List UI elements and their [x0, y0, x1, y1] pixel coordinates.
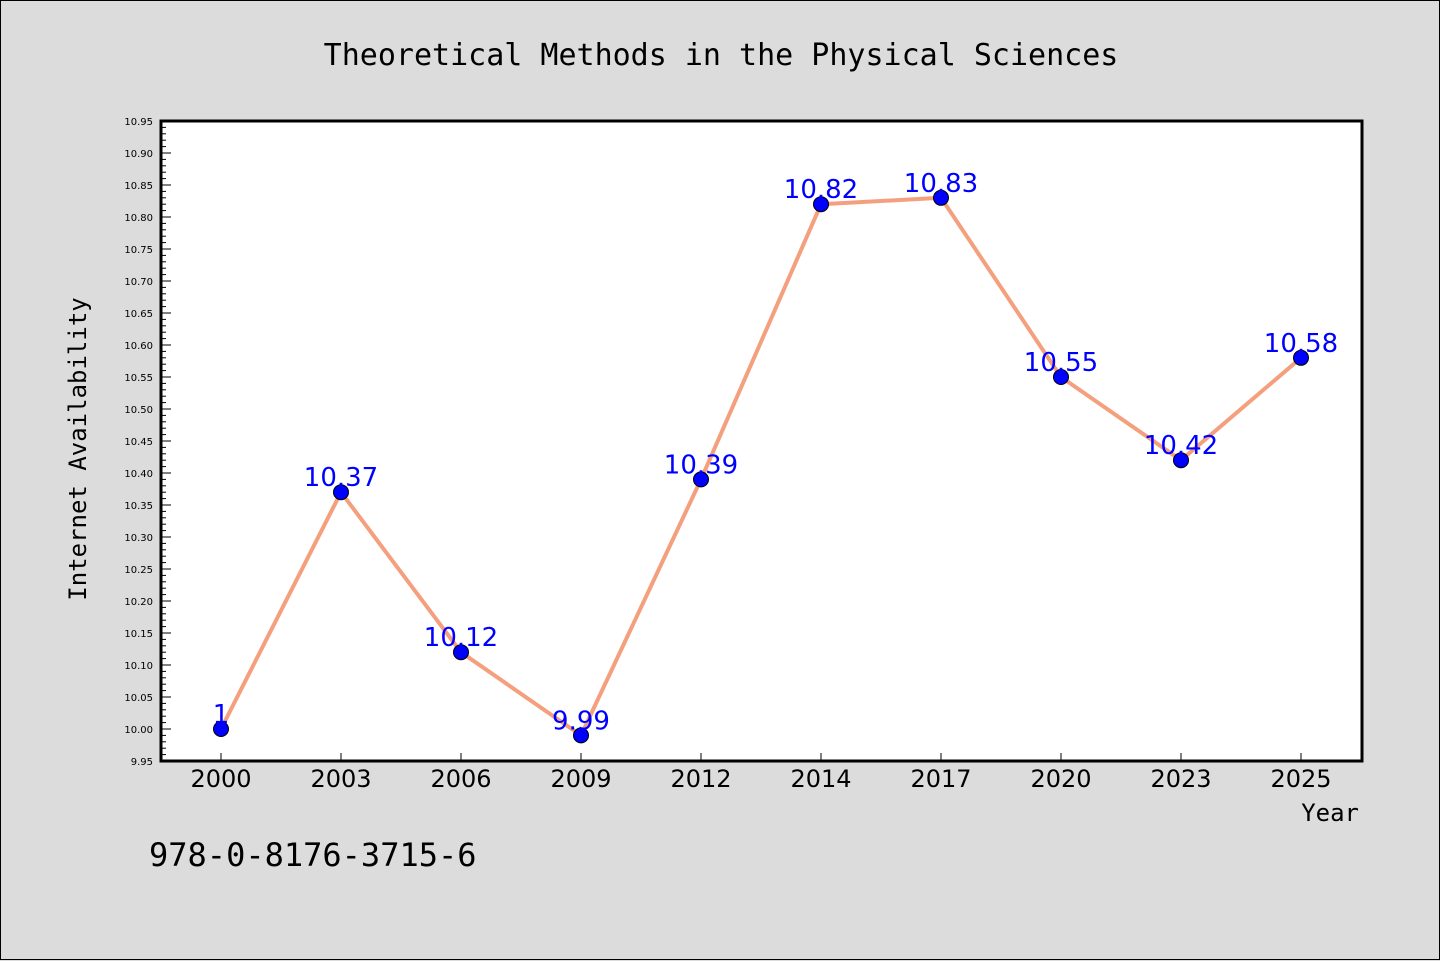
data-point	[453, 644, 469, 661]
data-point	[1293, 349, 1309, 366]
x-tick-label: 2020	[1030, 765, 1091, 793]
data-label: 1	[213, 700, 230, 730]
x-tick-label: 2017	[910, 765, 971, 793]
y-tick-label: 10.30	[124, 533, 153, 544]
data-label: 10.55	[1024, 348, 1098, 378]
y-tick-label: 10.55	[124, 373, 153, 384]
data-label: 10.42	[1144, 431, 1218, 461]
y-tick-label: 10.35	[124, 501, 153, 512]
data-label: 10.12	[424, 623, 498, 653]
data-point	[933, 189, 949, 206]
data-label: 9.99	[552, 706, 610, 736]
data-point	[573, 727, 589, 744]
series-line	[219, 195, 1303, 738]
x-axis: 2000 2003 2006 2009 2012 2014 2017 2020 2023 2025	[190, 753, 1332, 793]
x-axis-label: Year	[1301, 799, 1359, 827]
data-point	[1053, 369, 1069, 385]
x-tick-label: 2006	[430, 765, 491, 793]
y-tick-label: 10.50	[124, 405, 153, 416]
y-tick-label: 10.75	[124, 245, 153, 256]
x-tick-label: 2009	[550, 765, 611, 793]
plot-area	[159, 119, 1364, 763]
y-tick-label: 10.45	[124, 437, 153, 448]
y-tick-label: 10.25	[124, 565, 153, 576]
y-tick-label: 10.40	[124, 469, 153, 480]
data-label: 10.83	[904, 169, 978, 199]
data-point	[1173, 452, 1189, 469]
data-label: 10.82	[784, 175, 858, 205]
data-label: 10.58	[1264, 329, 1338, 359]
x-tick-label: 2025	[1270, 765, 1331, 793]
data-point	[213, 721, 229, 737]
x-tick-label: 2014	[790, 765, 851, 793]
y-tick-label: 10.60	[124, 341, 153, 352]
y-tick-label: 10.65	[124, 309, 153, 320]
y-tick-label: 10.05	[124, 693, 153, 704]
x-tick-label: 2012	[670, 765, 731, 793]
y-tick-label: 10.10	[124, 661, 153, 672]
y-tick-label: 10.90	[124, 149, 153, 160]
data-point	[333, 484, 349, 501]
x-tick-label: 2023	[1150, 765, 1211, 793]
data-point	[813, 196, 829, 213]
data-label: 10.37	[304, 463, 378, 493]
chart-title: Theoretical Methods in the Physical Scie…	[324, 38, 1119, 73]
y-tick-label: 10.70	[124, 277, 153, 288]
y-tick-label: 10.15	[124, 629, 153, 640]
isbn-annotation: 978-0-8176-3715-6	[149, 836, 477, 874]
series-group: 1 10.37 10.12 9.99 10.39 10.82 10.83 10.55 10.42…	[213, 169, 1338, 744]
x-tick-label: 2003	[310, 765, 371, 793]
y-tick-label: 9.95	[131, 757, 153, 768]
y-tick-label: 10.80	[124, 213, 153, 224]
y-tick-label: 10.00	[124, 725, 153, 736]
x-tick-label: 2000	[190, 765, 251, 793]
data-label: 10.39	[664, 450, 738, 480]
y-axis: 9.95 10.00 10.05 10.10 10.15 10.20 10.25 10.30 1…	[124, 117, 171, 768]
y-tick-label: 10.85	[124, 181, 153, 192]
data-point	[693, 471, 709, 488]
y-tick-label: 10.95	[124, 117, 153, 128]
y-axis-label: Internet Availability	[64, 297, 92, 600]
y-tick-label: 10.20	[124, 597, 153, 608]
